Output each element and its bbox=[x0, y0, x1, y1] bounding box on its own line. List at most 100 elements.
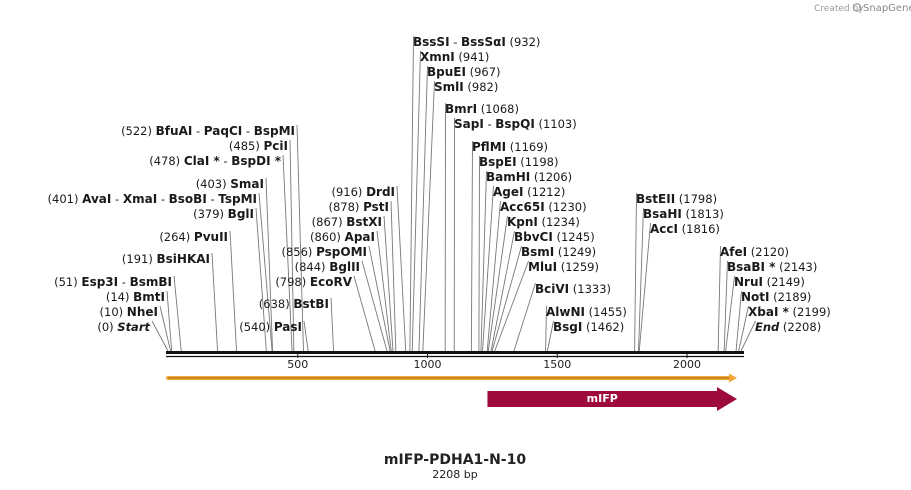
site-clai-part: - bbox=[220, 154, 231, 168]
site-bmri-part: (1068) bbox=[477, 102, 519, 116]
credit-brand: SnapGene bbox=[863, 3, 911, 14]
site-label-psti[interactable]: (878) PstI bbox=[328, 200, 389, 214]
site-label-nhei[interactable]: (10) NheI bbox=[100, 305, 158, 319]
site-label-bsabi[interactable]: BsaBI * (2143) bbox=[727, 260, 817, 274]
site-label-smai[interactable]: (403) SmaI bbox=[196, 177, 264, 191]
site-label-pflmi[interactable]: PflMI (1169) bbox=[472, 140, 548, 154]
site-psti-part: PstI bbox=[363, 200, 389, 214]
site-end-part: (2208) bbox=[779, 320, 821, 334]
site-label-esp3i[interactable]: (51) Esp3I - BsmBI bbox=[54, 275, 172, 289]
site-label-bamhi[interactable]: BamHI (1206) bbox=[486, 170, 572, 184]
site-label-bsssi[interactable]: BssSI - BssSαI (932) bbox=[413, 35, 540, 49]
site-label-xbai[interactable]: XbaI * (2199) bbox=[748, 305, 831, 319]
site-smai-part: (403) bbox=[196, 177, 231, 191]
site-label-bfuai[interactable]: (522) BfuAI - PaqCI - BspMI bbox=[121, 124, 295, 138]
site-label-noti[interactable]: NotI (2189) bbox=[741, 290, 811, 304]
site-line-start bbox=[151, 320, 169, 352]
site-bspei-part: (1198) bbox=[517, 155, 559, 169]
orf-arrowhead bbox=[729, 373, 737, 383]
snapgene-logo-icon bbox=[852, 3, 862, 12]
site-label-bstbi[interactable]: (638) BstBI bbox=[259, 297, 329, 311]
site-label-bsahi[interactable]: BsaHI (1813) bbox=[643, 207, 724, 221]
site-label-bcivi[interactable]: BciVI (1333) bbox=[535, 282, 611, 296]
site-label-bmti[interactable]: (14) BmtI bbox=[106, 290, 165, 304]
site-label-pasi[interactable]: (540) PasI bbox=[239, 320, 302, 334]
site-bsgi-part: BsgI bbox=[553, 320, 582, 334]
site-end-part: End bbox=[755, 320, 780, 334]
site-label-clai[interactable]: (478) ClaI * - BspDI * bbox=[149, 154, 281, 168]
site-bmti-part: (14) bbox=[106, 290, 133, 304]
site-label-bpuei[interactable]: BpuEI (967) bbox=[427, 65, 501, 79]
feature-mifp-arrow[interactable] bbox=[487, 387, 737, 411]
site-label-drdi[interactable]: (916) DrdI bbox=[331, 185, 395, 199]
site-line-bpuei bbox=[418, 65, 428, 352]
site-bcivi-part: BciVI bbox=[535, 282, 569, 296]
site-label-start[interactable]: (0) Start bbox=[97, 320, 150, 334]
site-noti-part: (2189) bbox=[770, 290, 812, 304]
site-line-alwni bbox=[545, 305, 547, 352]
site-label-pspomi[interactable]: (856) PspOMI bbox=[281, 245, 367, 259]
site-label-bstxi[interactable]: (867) BstXI bbox=[312, 215, 382, 229]
site-label-acci[interactable]: AccI (1816) bbox=[650, 222, 720, 236]
site-label-end[interactable]: End (2208) bbox=[755, 320, 821, 334]
site-label-bsteii[interactable]: BstEII (1798) bbox=[636, 192, 717, 206]
ruler-label-2000: 2000 bbox=[673, 358, 701, 371]
site-label-bbvci[interactable]: BbvCI (1245) bbox=[514, 230, 595, 244]
site-line-smai bbox=[265, 177, 274, 352]
site-line-esp3i bbox=[173, 275, 182, 352]
site-line-xmni bbox=[411, 50, 421, 352]
feature-mifp[interactable]: mIFP bbox=[487, 387, 737, 411]
site-bsahi-part: BsaHI bbox=[643, 207, 682, 221]
site-smai-part: SmaI bbox=[230, 177, 264, 191]
site-label-avai[interactable]: (401) AvaI - XmaI - BsoBI - TspMI bbox=[48, 192, 257, 206]
site-label-bsmi[interactable]: BsmI (1249) bbox=[521, 245, 596, 259]
site-bsmi-part: (1249) bbox=[554, 245, 596, 259]
site-line-end bbox=[740, 320, 756, 352]
site-label-agei[interactable]: AgeI (1212) bbox=[493, 185, 565, 199]
site-label-kpni[interactable]: KpnI (1234) bbox=[507, 215, 580, 229]
site-apai-part: ApaI bbox=[345, 230, 375, 244]
site-label-acc65i[interactable]: Acc65I (1230) bbox=[500, 200, 587, 214]
dna-backbone bbox=[166, 351, 744, 358]
site-label-bmri[interactable]: BmrI (1068) bbox=[445, 102, 519, 116]
site-label-alwni[interactable]: AlwNI (1455) bbox=[546, 305, 627, 319]
site-avai-part: - bbox=[111, 192, 122, 206]
site-bgli-part: BglI bbox=[228, 207, 254, 221]
site-alwni-part: AlwNI bbox=[546, 305, 585, 319]
site-label-bsgi[interactable]: BsgI (1462) bbox=[553, 320, 624, 334]
site-label-ecorv[interactable]: (798) EcoRV bbox=[275, 275, 352, 289]
site-label-bgli[interactable]: (379) BglI bbox=[193, 207, 254, 221]
site-avai-part: (401) bbox=[48, 192, 83, 206]
site-label-pcii[interactable]: (485) PciI bbox=[229, 139, 288, 153]
site-label-bglii[interactable]: (844) BglII bbox=[295, 260, 360, 274]
site-mlui-part: MluI bbox=[528, 260, 557, 274]
site-line-smli bbox=[422, 80, 435, 352]
site-line-acci bbox=[638, 222, 651, 352]
site-line-pcii bbox=[289, 139, 295, 352]
site-bsssi-part: BssSI bbox=[413, 35, 450, 49]
site-label-afei[interactable]: AfeI (2120) bbox=[720, 245, 789, 259]
site-label-sapi[interactable]: SapI - BspQI (1103) bbox=[454, 117, 577, 131]
ruler-label-1500: 1500 bbox=[543, 358, 571, 371]
site-afei-part: (2120) bbox=[747, 245, 789, 259]
site-label-pvuii[interactable]: (264) PvuII bbox=[159, 230, 228, 244]
site-label-xmni[interactable]: XmnI (941) bbox=[420, 50, 489, 64]
site-bstxi-part: (867) bbox=[312, 215, 347, 229]
site-label-nrui[interactable]: NruI (2149) bbox=[734, 275, 805, 289]
site-line-mlui bbox=[494, 260, 529, 352]
site-apai-part: (860) bbox=[310, 230, 345, 244]
site-label-apai[interactable]: (860) ApaI bbox=[310, 230, 375, 244]
site-esp3i-part: - bbox=[118, 275, 129, 289]
site-kpni-part: (1234) bbox=[538, 215, 580, 229]
site-label-smli[interactable]: SmlI (982) bbox=[434, 80, 498, 94]
site-label-bspei[interactable]: BspEI (1198) bbox=[479, 155, 558, 169]
site-pcii-part: PciI bbox=[264, 139, 289, 153]
site-sapi-part: BspQI bbox=[495, 117, 535, 131]
site-esp3i-part: BsmBI bbox=[130, 275, 172, 289]
site-label-mlui[interactable]: MluI (1259) bbox=[528, 260, 599, 274]
site-label-bsihkai[interactable]: (191) BsiHKAI bbox=[122, 252, 210, 266]
site-bsteii-part: (1798) bbox=[675, 192, 717, 206]
site-line-bsgi bbox=[546, 320, 554, 352]
site-line-clai bbox=[282, 154, 293, 352]
